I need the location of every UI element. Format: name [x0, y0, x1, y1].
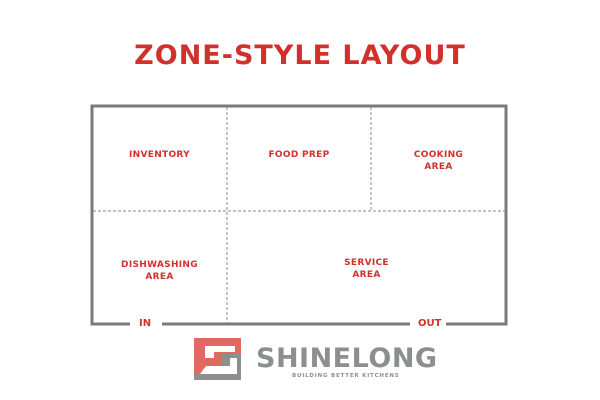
zone-dividers — [93, 107, 505, 323]
logo-name: SHINELONG — [256, 343, 438, 374]
zone-cooking-area: COOKING AREA — [371, 149, 506, 173]
zone-food-prep: FOOD PREP — [268, 150, 330, 160]
zone-service-area-line-2: AREA — [352, 270, 381, 280]
zone-service-area-line-1: SERVICE — [344, 258, 389, 268]
zone-cooking-area-line-2: AREA — [424, 162, 453, 172]
zone-service-area: SERVICE AREA — [227, 257, 506, 281]
zone-dishwashing-area-line-1: DISHWASHING — [121, 260, 198, 270]
zone-inventory: INVENTORY — [129, 150, 190, 160]
diagram-title: ZONE-STYLE LAYOUT — [134, 40, 466, 71]
zone-cooking-area-line-1: COOKING — [413, 150, 464, 160]
shinelong-logo-icon — [194, 338, 241, 380]
wall-main — [90, 104, 508, 326]
zone-dishwashing-area-line-2: AREA — [145, 272, 174, 282]
entrance-in-label: IN — [139, 318, 152, 329]
zone-dishwashing-area: DISHWASHING AREA — [92, 259, 227, 283]
logo-tagline: BUILDING BETTER KITCHENS — [292, 373, 400, 379]
exit-out-label: OUT — [418, 318, 442, 329]
outer-walls — [90, 104, 508, 326]
